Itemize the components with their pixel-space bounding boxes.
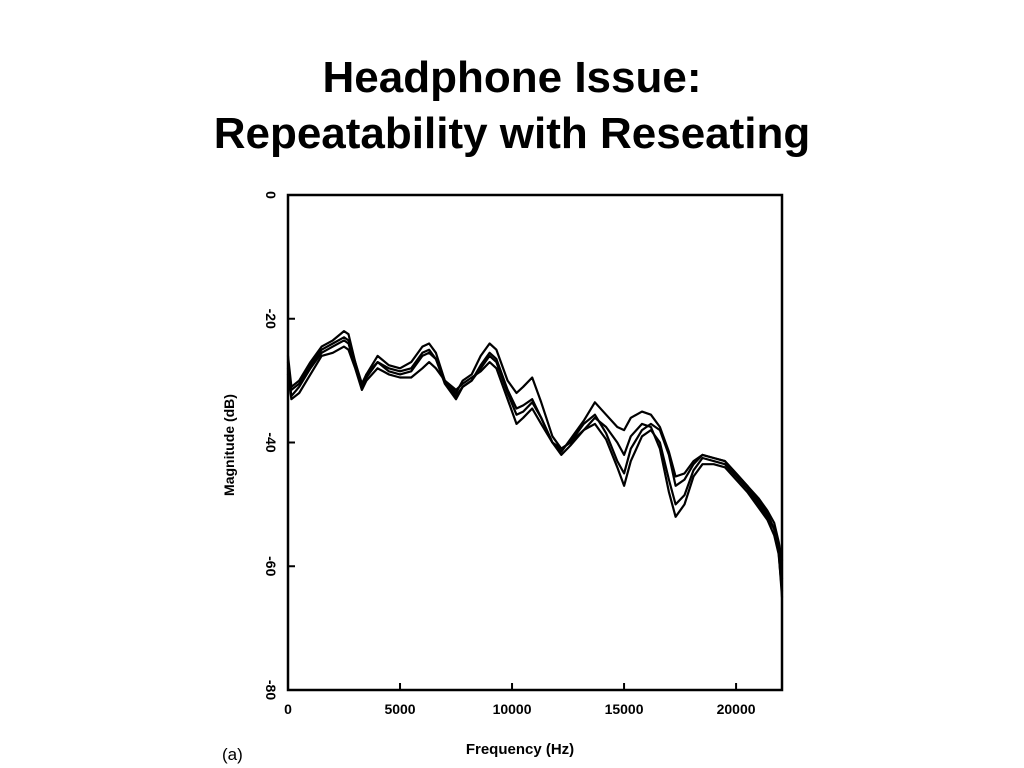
- series-line-1: [286, 330, 784, 562]
- x-tick-label-1: 5000: [384, 701, 415, 717]
- slide-title-line-2: Repeatability with Reseating: [213, 109, 811, 158]
- slide-title: Headphone Issue: Repeatability with Rese…: [0, 50, 1024, 162]
- y-tick-label-0: 0: [263, 191, 279, 199]
- y-axis-label: Magnitude (dB): [221, 394, 237, 496]
- chart-labels: Frequency (Hz) Magnitude (dB) (a): [221, 394, 574, 764]
- x-axis-label: Frequency (Hz): [466, 741, 574, 758]
- x-tick-label-3: 15000: [605, 701, 644, 717]
- frequency-response-chart: 0 5000 10000 15000 20000 0 -20 -40 -60 -80 Freque…: [221, 191, 784, 764]
- y-tick-label-4: -80: [263, 680, 279, 700]
- y-tick-label-1: -20: [263, 309, 279, 329]
- series-line-4: [286, 336, 784, 599]
- axes: 0 5000 10000 15000 20000 0 -20 -40 -60 -80: [263, 191, 784, 717]
- x-tick-label-0: 0: [284, 701, 292, 717]
- x-tick-label-4: 20000: [717, 701, 756, 717]
- slide-title-line-1: Headphone Issue:: [322, 53, 702, 102]
- series-line-3: [286, 345, 784, 593]
- series-group: [286, 330, 784, 599]
- panel-label: (a): [222, 745, 243, 764]
- y-tick-label-3: -60: [263, 556, 279, 576]
- x-tick-label-2: 10000: [493, 701, 532, 717]
- series-line-2: [286, 339, 784, 580]
- plot-frame: [286, 193, 784, 692]
- y-tick-label-2: -40: [263, 432, 279, 452]
